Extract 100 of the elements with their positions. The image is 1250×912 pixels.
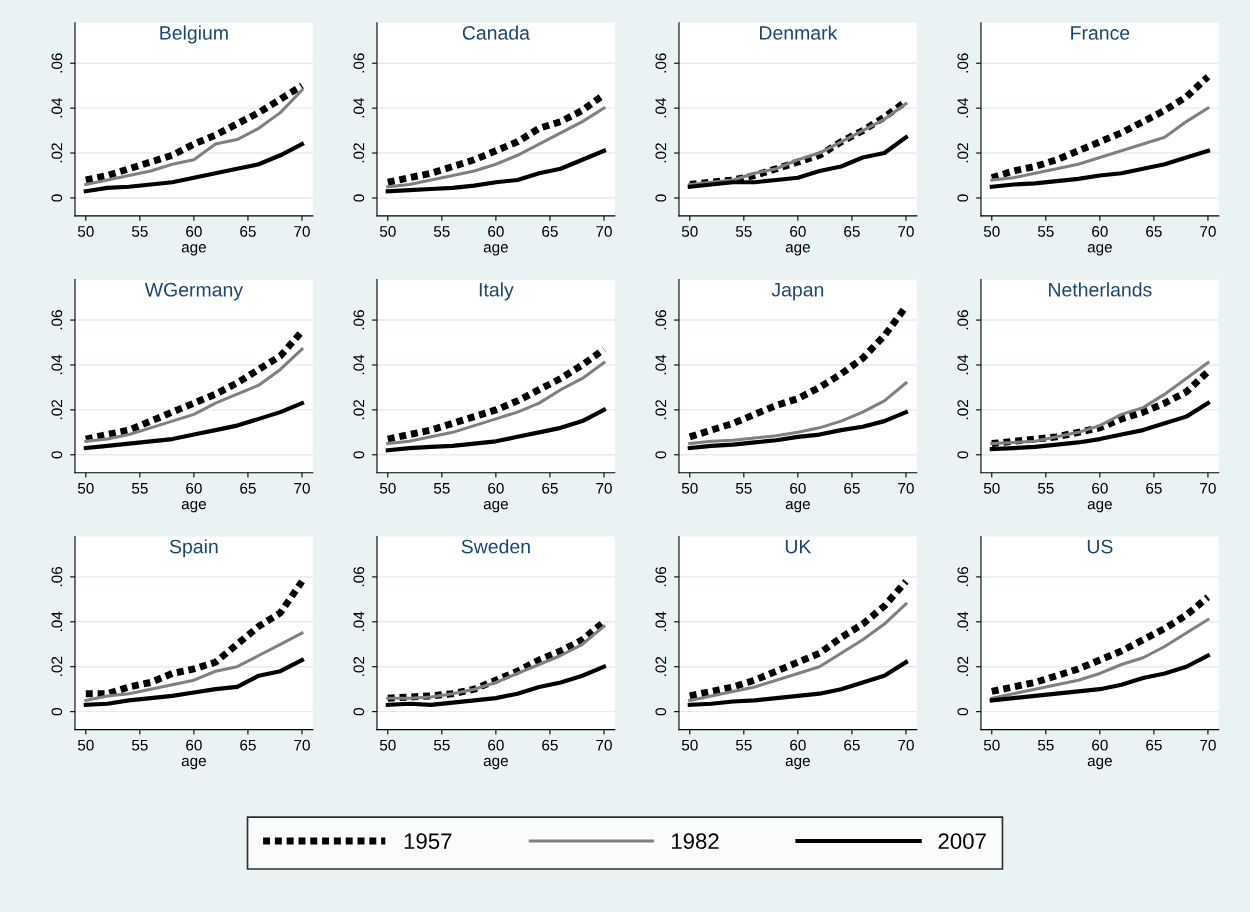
y-tick-label: .04 [957,611,969,632]
chart-title: France [1071,26,1130,40]
x-tick-label: 60 [790,226,806,237]
x-tick-label: 70 [1200,482,1216,494]
x-axis-title: age [181,244,206,256]
x-tick-label: 65 [240,482,256,494]
x-axis-title: age [1087,757,1112,770]
chart-title: Denmark [760,25,838,40]
x-tick-label: 55 [735,739,752,751]
x-axis-title: age [1087,500,1112,513]
y-tick-label: .06 [51,310,63,330]
x-tick-label: 65 [1146,739,1162,751]
y-tick-label: .02 [655,400,667,420]
y-tick-label: .06 [655,310,667,330]
y-tick-label: .04 [353,97,365,118]
y-tick-label: 0 [957,707,969,716]
x-tick-label: 60 [488,739,504,751]
y-tick-label: 0 [655,194,667,202]
x-tick-label: 70 [898,482,914,494]
chart-title: Netherlands [1049,282,1152,297]
chart-title: UK [785,539,812,554]
y-tick-label: .02 [51,143,63,163]
x-tick-label: 60 [186,226,202,237]
x-tick-label: 55 [131,483,148,494]
y-tick-label: .04 [957,97,969,118]
x-tick-label: 50 [379,739,396,751]
x-tick-label: 50 [77,739,94,751]
x-tick-label: 60 [488,482,504,494]
x-tick-label: 55 [735,226,752,237]
y-tick-label: .06 [655,566,667,587]
y-tick-label: .04 [51,611,63,632]
text: 1957 [404,833,452,850]
y-tick-label: .06 [957,566,969,587]
y-tick-label: 0 [353,194,365,202]
y-tick-label: .04 [655,354,667,375]
y-tick-label: .02 [957,400,969,420]
x-tick-label: 50 [379,226,396,237]
x-tick-label: 55 [131,739,148,751]
x-tick-label: 70 [596,226,612,237]
y-tick-label: .02 [353,400,365,420]
y-tick-label: .02 [353,143,365,163]
line-series [84,631,304,702]
y-tick-label: 0 [353,707,365,716]
x-tick-label: 65 [542,739,558,751]
y-tick-label: .02 [51,400,63,420]
x-tick-label: 70 [294,739,310,751]
line-series [687,410,909,451]
x-tick-label: 65 [240,739,256,751]
chart-title: Sweden [461,539,530,554]
x-tick-label: 65 [844,226,860,237]
y-tick-label: .06 [353,566,365,587]
y-tick-label: .02 [957,143,969,163]
y-tick-label: .06 [353,53,365,73]
y-tick-label: .06 [353,310,365,330]
x-tick-label: 65 [1146,482,1162,494]
y-tick-label: .02 [655,656,667,676]
y-tick-label: .02 [957,656,969,676]
x-tick-label: 70 [294,482,310,494]
x-tick-label: 50 [77,482,94,494]
x-tick-label: 65 [1146,226,1162,237]
chart-title: Canada [462,25,530,40]
x-tick-label: 50 [681,739,698,751]
y-tick-label: 0 [51,451,63,459]
x-tick-label: 50 [983,739,1000,751]
x-tick-label: 70 [596,739,612,751]
line-series [989,653,1211,703]
y-tick-label: 0 [957,451,969,459]
chart-title: WGermany [144,282,244,301]
x-tick-label: 65 [844,739,860,751]
x-axis-title: age [1087,244,1112,256]
x-tick-label: 60 [1092,482,1108,494]
x-tick-label: 55 [1037,739,1054,751]
x-tick-label: 50 [681,226,698,237]
x-tick-label: 50 [379,482,396,494]
x-axis-title: age [483,500,508,513]
y-tick-label: .04 [353,354,365,375]
y-tick-label: .02 [353,656,365,676]
x-tick-label: 70 [596,482,612,494]
y-tick-label: 0 [655,451,667,459]
y-tick-label: .06 [51,53,63,73]
line-series [385,148,607,194]
x-tick-label: 60 [186,739,202,751]
y-tick-label: .04 [51,97,63,118]
y-tick-label: .04 [353,611,365,632]
text: 1982 [671,833,719,850]
chart-title: Japan [771,283,824,301]
chart-title: Italy [479,282,514,301]
x-tick-label: 65 [542,226,558,237]
y-tick-label: .04 [957,354,969,375]
line-series [83,657,305,707]
x-tick-label: 65 [240,226,256,237]
line-series [687,660,909,707]
y-tick-label: .02 [51,656,63,676]
x-tick-label: 50 [983,226,1000,237]
x-tick-label: 60 [186,482,202,494]
y-tick-label: .02 [655,143,667,163]
x-tick-label: 65 [844,482,860,494]
y-tick-label: 0 [51,194,63,202]
line-series [84,347,304,443]
line-series [83,401,305,451]
